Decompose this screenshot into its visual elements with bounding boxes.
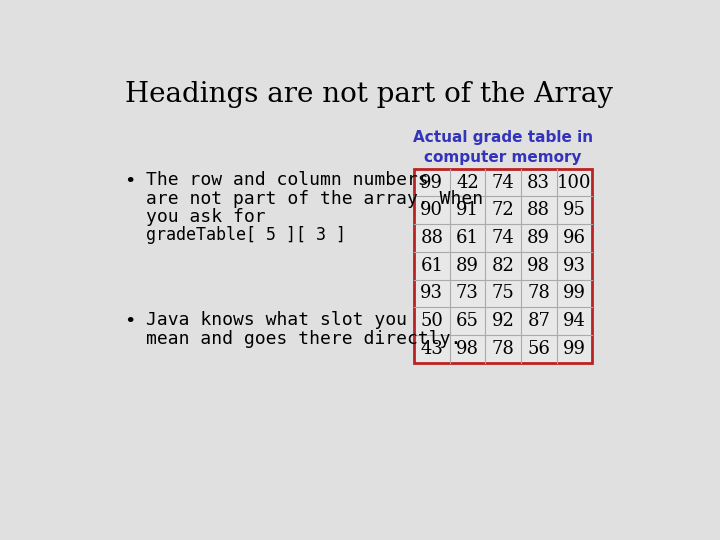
Text: 99: 99 — [420, 174, 444, 192]
Text: 95: 95 — [563, 201, 586, 219]
Text: 50: 50 — [420, 312, 444, 330]
Text: 78: 78 — [492, 340, 515, 358]
Text: Java knows what slot you: Java knows what slot you — [145, 311, 407, 329]
Text: 90: 90 — [420, 201, 444, 219]
Text: 94: 94 — [563, 312, 586, 330]
Text: Actual grade table in
computer memory: Actual grade table in computer memory — [413, 130, 593, 165]
Text: 72: 72 — [492, 201, 515, 219]
Text: 75: 75 — [492, 285, 515, 302]
FancyBboxPatch shape — [414, 168, 593, 363]
Text: 88: 88 — [420, 229, 444, 247]
Text: 93: 93 — [563, 256, 586, 275]
Text: 42: 42 — [456, 174, 479, 192]
Text: 98: 98 — [456, 340, 479, 358]
Text: 91: 91 — [456, 201, 479, 219]
Text: you ask for: you ask for — [145, 208, 266, 226]
Text: 65: 65 — [456, 312, 479, 330]
Text: 78: 78 — [527, 285, 550, 302]
Text: 82: 82 — [492, 256, 515, 275]
Text: gradeTable[ 5 ][ 3 ]: gradeTable[ 5 ][ 3 ] — [145, 226, 346, 245]
Text: 93: 93 — [420, 285, 444, 302]
Text: 98: 98 — [527, 256, 550, 275]
Text: 74: 74 — [492, 174, 515, 192]
Text: 92: 92 — [492, 312, 515, 330]
Text: 99: 99 — [563, 340, 586, 358]
Text: 61: 61 — [456, 229, 479, 247]
Text: The row and column numbers: The row and column numbers — [145, 171, 428, 189]
Text: •: • — [125, 173, 136, 191]
Text: •: • — [125, 313, 136, 330]
Text: are not part of the array. When: are not part of the array. When — [145, 190, 483, 207]
Text: 96: 96 — [563, 229, 586, 247]
Text: mean and goes there directly.: mean and goes there directly. — [145, 330, 462, 348]
Text: Headings are not part of the Array: Headings are not part of the Array — [125, 80, 613, 107]
Text: 74: 74 — [492, 229, 515, 247]
Text: 73: 73 — [456, 285, 479, 302]
Text: 87: 87 — [527, 312, 550, 330]
Text: 88: 88 — [527, 201, 550, 219]
Text: 100: 100 — [557, 174, 592, 192]
Text: 89: 89 — [456, 256, 479, 275]
Text: 99: 99 — [563, 285, 586, 302]
Text: 56: 56 — [527, 340, 550, 358]
Text: 43: 43 — [420, 340, 444, 358]
Text: 89: 89 — [527, 229, 550, 247]
Text: 61: 61 — [420, 256, 444, 275]
Text: 83: 83 — [527, 174, 550, 192]
